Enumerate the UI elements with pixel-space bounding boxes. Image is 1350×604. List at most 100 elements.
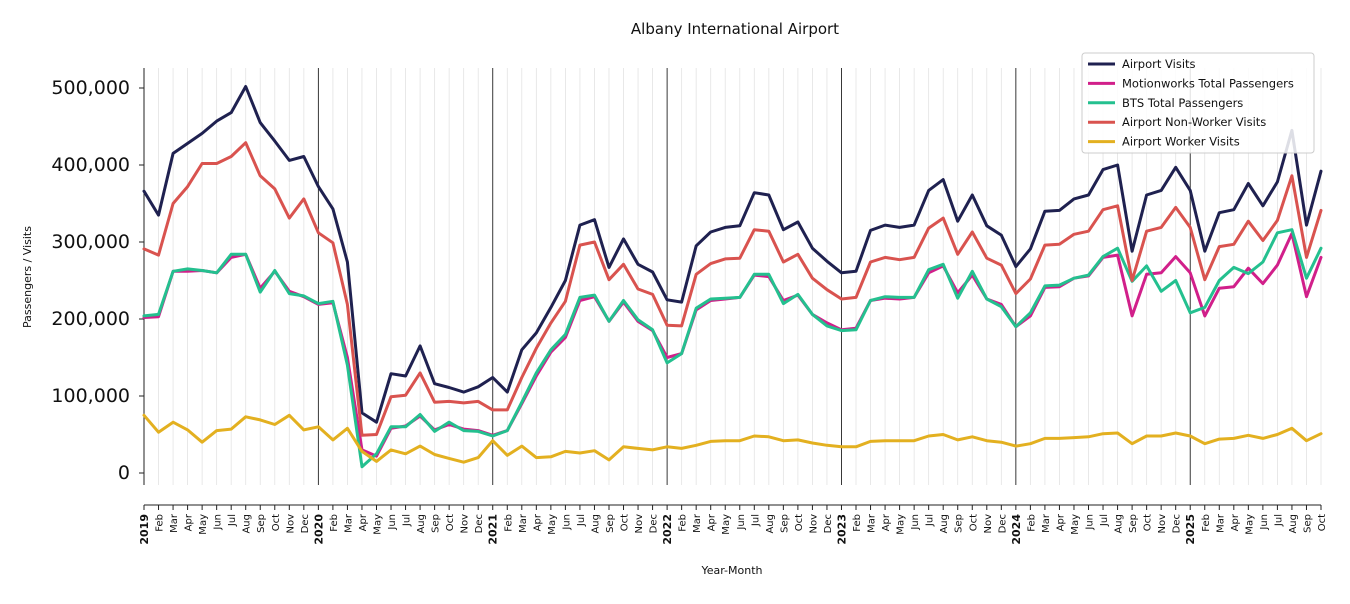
series-line-airport-worker-visits (142, 413, 1323, 464)
x-tick-label: Dec (823, 514, 834, 533)
x-tick-label: Aug (1114, 514, 1125, 534)
x-tick-label: Aug (939, 514, 950, 534)
x-tick-label: Jul (402, 514, 413, 527)
x-tick-label: Sep (1302, 514, 1313, 533)
x-tick-label: Dec (1172, 514, 1183, 533)
x-tick-label: Mar (1041, 513, 1052, 533)
legend-label: Airport Worker Visits (1122, 135, 1240, 149)
x-tick-label: May (372, 514, 383, 535)
x-tick-label: Dec (997, 514, 1008, 533)
chart-title: Albany International Airport (631, 20, 839, 38)
series-line-bts-total-passengers (142, 228, 1323, 469)
x-tick-label: Sep (779, 514, 790, 533)
y-tick-label: 100,000 (51, 385, 130, 407)
y-axis-ticks: 0 100,000 200,000 300,000 400,000 500,000 (51, 77, 144, 484)
x-tick-label: Jul (1273, 514, 1284, 527)
x-tick-label: Nov (285, 514, 296, 534)
x-tick-label: Feb (1201, 514, 1212, 532)
x-tick-label: Aug (242, 514, 253, 534)
y-tick-label: 0 (118, 462, 130, 484)
x-tick-label: Oct (271, 514, 282, 531)
x-tick-label: Mar (867, 513, 878, 533)
x-tick-label: May (896, 514, 907, 535)
legend-label: Airport Visits (1122, 57, 1196, 71)
x-tick-label: Jul (576, 514, 587, 527)
x-tick-label: Jul (227, 514, 238, 527)
x-axis-label: Year-Month (700, 564, 762, 577)
legend-box (1081, 52, 1315, 154)
x-tick-label: Oct (445, 514, 456, 531)
x-tick-label: Apr (532, 513, 543, 531)
x-tick-label: Sep (1128, 514, 1139, 533)
x-tick-label: Feb (678, 514, 689, 532)
x-tick-label: May (198, 514, 209, 535)
x-tick-label: Jul (925, 514, 936, 527)
x-tick-label: Oct (1317, 514, 1328, 531)
x-tick-label: Oct (968, 514, 979, 531)
x-tick-label: Apr (707, 513, 718, 531)
x-tick-label: Jul (750, 514, 761, 527)
x-tick-label: Jun (387, 514, 398, 531)
x-tick-label: Sep (954, 514, 965, 533)
x-tick-label: 2021 (487, 514, 500, 545)
x-tick-label: 2025 (1184, 514, 1197, 545)
x-tick-label: Oct (1143, 514, 1154, 531)
x-tick-label: Mar (692, 513, 703, 533)
x-tick-label: Dec (649, 514, 660, 533)
x-tick-label: Mar (169, 513, 180, 533)
x-tick-label: Oct (794, 514, 805, 531)
x-tick-label: Sep (431, 514, 442, 533)
x-tick-label: Mar (518, 513, 529, 533)
x-tick-label: Apr (1230, 513, 1241, 531)
y-tick-label: 300,000 (51, 231, 130, 253)
x-tick-label: May (721, 514, 732, 535)
x-tick-label: May (1070, 514, 1081, 535)
x-tick-label: Mar (343, 513, 354, 533)
x-tick-label: Aug (416, 514, 427, 534)
legend: Airport Visits Motionworks Total Passenge… (1081, 52, 1315, 154)
y-tick-label: 400,000 (51, 154, 130, 176)
legend-label: BTS Total Passengers (1122, 96, 1243, 110)
x-tick-label: Sep (605, 514, 616, 533)
x-tick-label: Nov (1157, 514, 1168, 534)
x-tick-label: Dec (474, 514, 485, 533)
legend-label: Motionworks Total Passengers (1122, 76, 1294, 90)
x-tick-label: Mar (1215, 513, 1226, 533)
x-tick-label: Apr (1055, 513, 1066, 531)
series-lines (142, 85, 1323, 469)
x-tick-label: Nov (634, 514, 645, 534)
x-tick-label: 2024 (1010, 514, 1023, 545)
x-tick-label: Jun (1259, 514, 1270, 531)
x-tick-label: Apr (358, 513, 369, 531)
grid-lines (158, 68, 1322, 485)
x-tick-label: 2019 (138, 514, 151, 545)
x-tick-label: Jul (1099, 514, 1110, 527)
x-tick-label: Nov (983, 514, 994, 534)
x-tick-label: Aug (590, 514, 601, 534)
x-tick-label: Aug (765, 514, 776, 534)
x-tick-label: Aug (1288, 514, 1299, 534)
x-tick-label: May (547, 514, 558, 535)
x-tick-label: Feb (329, 514, 340, 532)
x-tick-label: Jun (736, 514, 747, 531)
x-tick-label: 2022 (661, 514, 674, 545)
x-tick-label: Nov (460, 514, 471, 534)
x-tick-label: Apr (184, 513, 195, 531)
y-axis-label: Passengers / Visits (21, 226, 34, 328)
x-axis-ticks: 2019 Feb Mar Apr May Jun Jul Aug Sep Oct Nov Dec 202… (138, 505, 1328, 545)
x-tick-label: Feb (503, 514, 514, 532)
x-tick-label: Jun (1085, 514, 1096, 531)
x-tick-label: Jun (561, 514, 572, 531)
x-tick-label: Sep (256, 514, 267, 533)
x-tick-label: Dec (300, 514, 311, 533)
x-tick-label: Nov (808, 514, 819, 534)
legend-label: Airport Non-Worker Visits (1122, 115, 1266, 129)
x-tick-label: Jun (910, 514, 921, 531)
x-tick-label: Apr (881, 513, 892, 531)
x-tick-label: Oct (620, 514, 631, 531)
series-line-airport-non-worker-visits (142, 141, 1323, 437)
x-tick-label: May (1244, 514, 1255, 535)
x-tick-label: Jun (213, 514, 224, 531)
x-tick-label: Feb (852, 514, 863, 532)
x-tick-label: 2023 (835, 514, 848, 545)
